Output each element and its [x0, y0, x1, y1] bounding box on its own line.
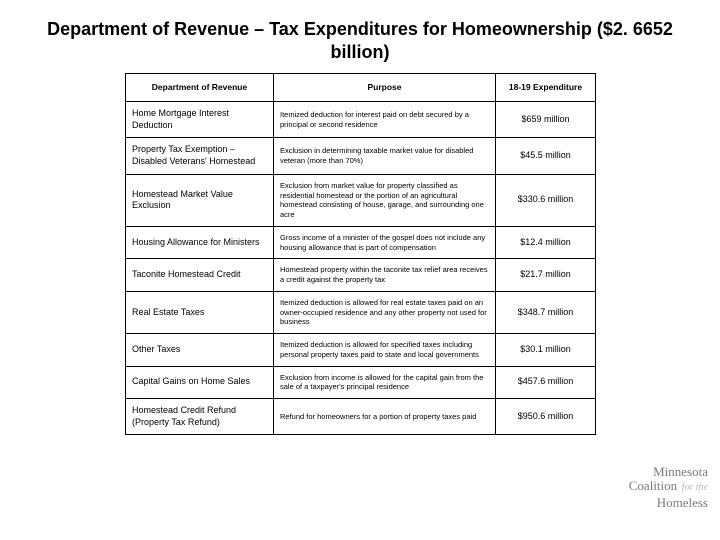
cell-purpose: Itemized deduction is allowed for specif… — [274, 334, 496, 367]
cell-amount: $12.4 million — [496, 226, 596, 259]
cell-amount: $330.6 million — [496, 174, 596, 226]
cell-name: Taconite Homestead Credit — [126, 259, 274, 292]
cell-name: Capital Gains on Home Sales — [126, 366, 274, 399]
logo-line3: Homeless — [657, 495, 708, 510]
cell-name: Other Taxes — [126, 334, 274, 367]
cell-purpose: Homestead property within the taconite t… — [274, 259, 496, 292]
table-row: Homestead Market Value Exclusion Exclusi… — [126, 174, 596, 226]
table-header-row: Department of Revenue Purpose 18-19 Expe… — [126, 74, 596, 102]
cell-amount: $348.7 million — [496, 291, 596, 333]
logo-line2: Coalition — [629, 478, 677, 493]
col-header-name: Department of Revenue — [126, 74, 274, 102]
table-row: Homestead Credit Refund (Property Tax Re… — [126, 399, 596, 435]
page-title: Department of Revenue – Tax Expenditures… — [0, 0, 720, 73]
col-header-purpose: Purpose — [274, 74, 496, 102]
logo-for-the: for the — [682, 482, 708, 493]
cell-purpose: Refund for homeowners for a portion of p… — [274, 399, 496, 435]
cell-amount: $457.6 million — [496, 366, 596, 399]
cell-name: Homestead Credit Refund (Property Tax Re… — [126, 399, 274, 435]
cell-purpose: Exclusion from income is allowed for the… — [274, 366, 496, 399]
cell-name: Real Estate Taxes — [126, 291, 274, 333]
cell-amount: $30.1 million — [496, 334, 596, 367]
cell-name: Property Tax Exemption – Disabled Vetera… — [126, 138, 274, 174]
cell-amount: $659 million — [496, 102, 596, 138]
cell-amount: $45.5 million — [496, 138, 596, 174]
cell-amount: $21.7 million — [496, 259, 596, 292]
cell-purpose: Gross income of a minister of the gospel… — [274, 226, 496, 259]
cell-amount: $950.6 million — [496, 399, 596, 435]
table-row: Home Mortgage Interest Deduction Itemize… — [126, 102, 596, 138]
table-row: Real Estate Taxes Itemized deduction is … — [126, 291, 596, 333]
table-row: Property Tax Exemption – Disabled Vetera… — [126, 138, 596, 174]
cell-name: Housing Allowance for Ministers — [126, 226, 274, 259]
cell-purpose: Itemized deduction is allowed for real e… — [274, 291, 496, 333]
expenditures-table: Department of Revenue Purpose 18-19 Expe… — [125, 73, 596, 435]
table-row: Capital Gains on Home Sales Exclusion fr… — [126, 366, 596, 399]
cell-name: Home Mortgage Interest Deduction — [126, 102, 274, 138]
logo-line1: Minnesota — [629, 465, 708, 479]
cell-name: Homestead Market Value Exclusion — [126, 174, 274, 226]
cell-purpose: Itemized deduction for interest paid on … — [274, 102, 496, 138]
table-row: Other Taxes Itemized deduction is allowe… — [126, 334, 596, 367]
mn-coalition-logo: Minnesota Coalition for the Homeless — [629, 465, 708, 512]
cell-purpose: Exclusion from market value for property… — [274, 174, 496, 226]
table-row: Housing Allowance for Ministers Gross in… — [126, 226, 596, 259]
col-header-amount: 18-19 Expenditure — [496, 74, 596, 102]
expenditures-table-container: Department of Revenue Purpose 18-19 Expe… — [125, 73, 595, 435]
table-row: Taconite Homestead Credit Homestead prop… — [126, 259, 596, 292]
cell-purpose: Exclusion in determining taxable market … — [274, 138, 496, 174]
